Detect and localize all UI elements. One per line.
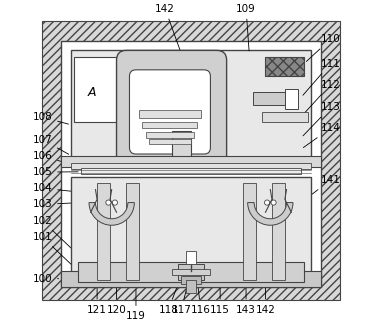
- Bar: [172, 269, 210, 275]
- Bar: [74, 57, 126, 122]
- Circle shape: [106, 200, 111, 205]
- Bar: [126, 183, 139, 280]
- Text: 118: 118: [159, 287, 178, 315]
- Bar: [265, 57, 304, 76]
- Bar: [81, 180, 152, 261]
- Text: 101: 101: [32, 232, 76, 269]
- Text: 100: 100: [32, 274, 59, 284]
- Text: 119: 119: [126, 289, 146, 321]
- Circle shape: [271, 200, 276, 205]
- Text: 105: 105: [32, 167, 78, 177]
- Bar: [136, 76, 204, 99]
- Text: 116: 116: [191, 257, 210, 315]
- Bar: [253, 93, 285, 105]
- Text: 141: 141: [303, 175, 340, 201]
- Text: 112: 112: [303, 80, 340, 115]
- Text: 142: 142: [256, 283, 275, 315]
- Bar: [186, 280, 196, 293]
- Text: A: A: [88, 86, 97, 99]
- Bar: [78, 263, 304, 282]
- Bar: [172, 131, 191, 164]
- Bar: [42, 21, 340, 300]
- Text: 103: 103: [32, 199, 78, 209]
- Bar: [71, 163, 311, 169]
- Bar: [142, 122, 197, 128]
- Bar: [285, 89, 298, 109]
- Bar: [149, 139, 191, 144]
- Text: 104: 104: [32, 183, 85, 193]
- Bar: [62, 156, 320, 167]
- Bar: [62, 270, 320, 287]
- Text: 113: 113: [303, 102, 340, 136]
- Text: 142: 142: [155, 4, 180, 51]
- Text: 110: 110: [306, 34, 340, 61]
- Text: 120: 120: [107, 283, 126, 315]
- Bar: [253, 50, 311, 131]
- Bar: [243, 183, 256, 280]
- Bar: [71, 50, 311, 164]
- Text: 102: 102: [32, 215, 76, 252]
- FancyBboxPatch shape: [129, 70, 210, 154]
- Text: 111: 111: [303, 59, 340, 95]
- Text: 121: 121: [87, 283, 107, 315]
- Bar: [181, 276, 201, 284]
- Bar: [97, 183, 110, 280]
- Bar: [186, 251, 196, 264]
- Text: 114: 114: [303, 123, 340, 147]
- Text: 109: 109: [236, 4, 256, 51]
- Bar: [139, 110, 201, 118]
- Bar: [62, 41, 320, 287]
- Bar: [71, 50, 129, 131]
- Text: 108: 108: [32, 112, 68, 124]
- Bar: [262, 112, 308, 122]
- Text: 106: 106: [32, 151, 68, 164]
- Text: 115: 115: [210, 257, 230, 315]
- Text: 117: 117: [172, 287, 191, 315]
- Bar: [230, 180, 301, 261]
- Text: 143: 143: [236, 283, 256, 315]
- Wedge shape: [89, 202, 134, 225]
- Bar: [178, 264, 204, 280]
- Wedge shape: [248, 202, 293, 225]
- Circle shape: [264, 200, 270, 205]
- Bar: [81, 168, 301, 174]
- Text: 107: 107: [32, 135, 69, 154]
- Bar: [272, 183, 285, 280]
- Bar: [71, 177, 311, 284]
- Bar: [146, 132, 194, 138]
- Circle shape: [112, 200, 118, 205]
- FancyBboxPatch shape: [117, 50, 227, 167]
